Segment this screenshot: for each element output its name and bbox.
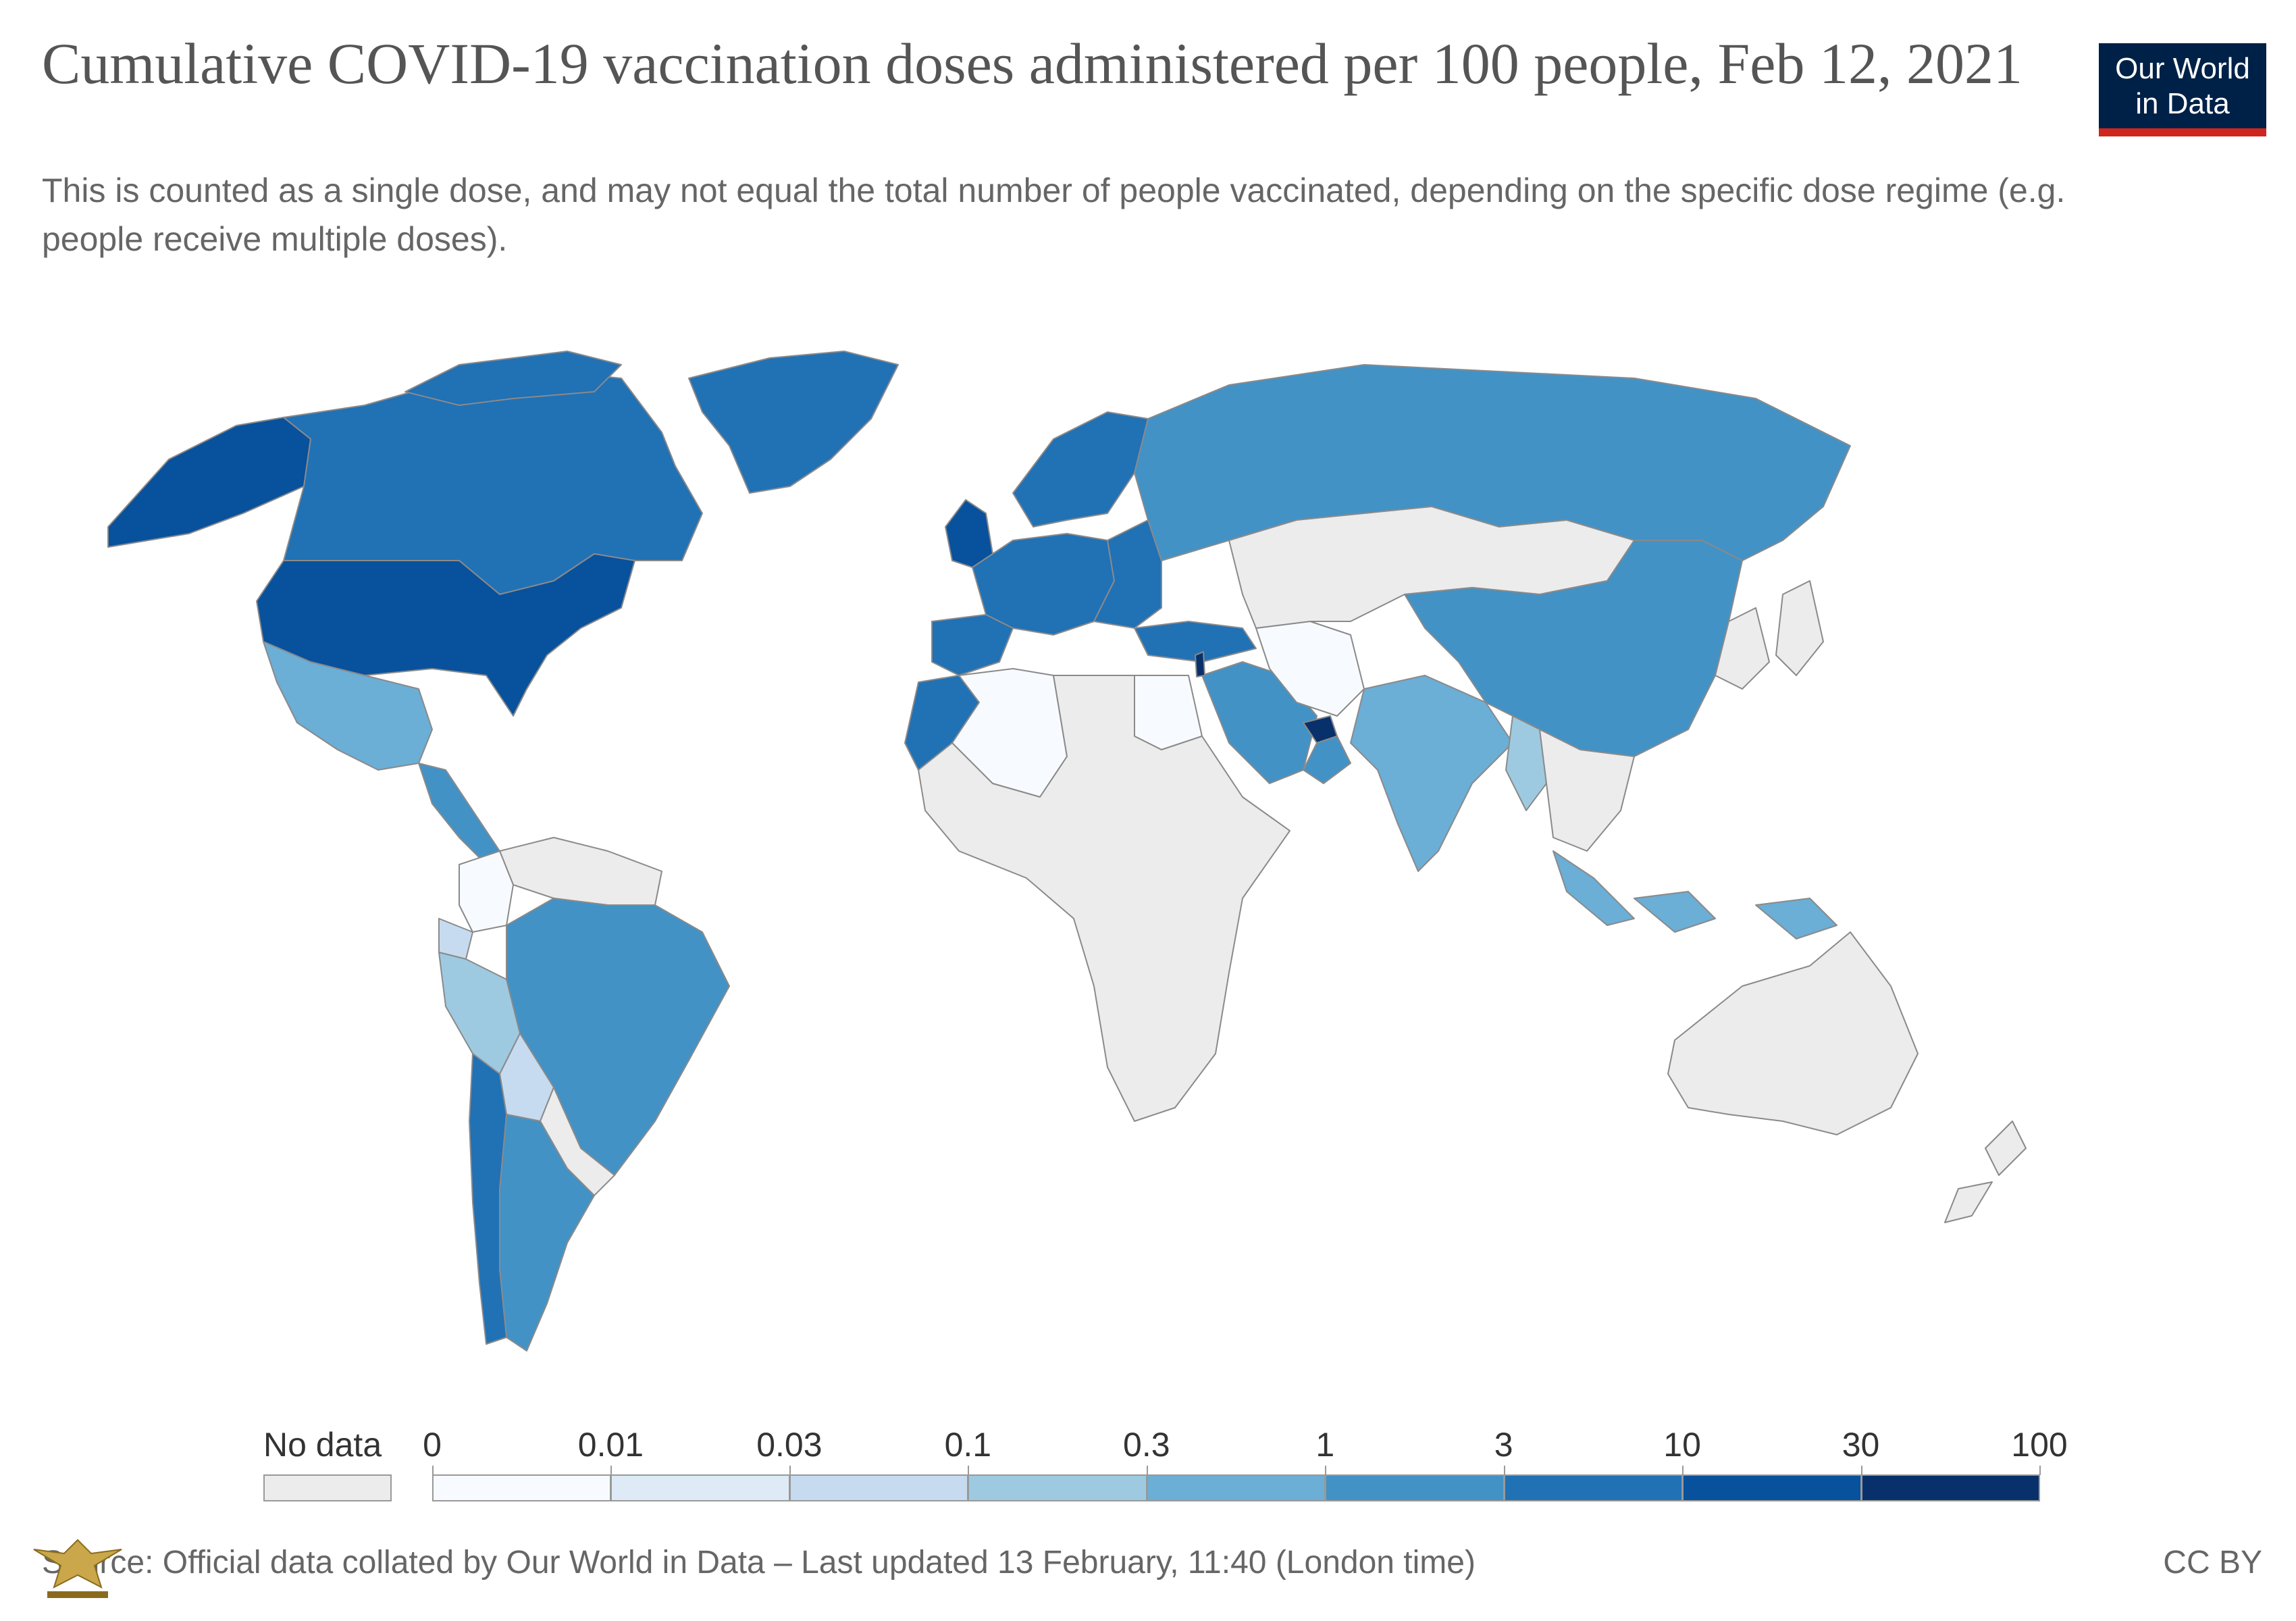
new-zealand[interactable] [1944, 1121, 2027, 1223]
legend-bin-swatch[interactable] [1503, 1474, 1684, 1501]
alaska[interactable] [107, 417, 311, 548]
legend-tick [1860, 1466, 1862, 1475]
forum-watermark-icon [33, 1539, 122, 1598]
owid-logo[interactable]: Our World in Data [2099, 43, 2266, 136]
legend-bin-swatch[interactable] [610, 1474, 790, 1501]
legend-tick [1325, 1466, 1327, 1475]
chart-subtitle: This is counted as a single dose, and ma… [42, 172, 2066, 258]
chile[interactable] [469, 1053, 507, 1345]
egypt[interactable] [1134, 675, 1203, 750]
uk[interactable] [945, 499, 993, 568]
legend-break-label: 100 [2011, 1426, 2068, 1464]
legend-no-data-swatch[interactable] [263, 1474, 392, 1501]
legend-tick [610, 1466, 612, 1475]
arctic-islands[interactable] [405, 351, 622, 406]
legend-bin-swatch[interactable] [789, 1474, 969, 1501]
legend-tick [968, 1466, 970, 1475]
legend-no-data-label: No data [263, 1426, 382, 1464]
legend-break-label: 0.3 [1123, 1426, 1170, 1464]
oman[interactable] [1303, 736, 1351, 784]
legend-tick [1146, 1466, 1148, 1475]
legend-break-label: 0.03 [756, 1426, 823, 1464]
legend-bin-swatch[interactable] [1682, 1474, 1862, 1501]
southeast-asia[interactable] [1539, 729, 1635, 852]
iberia[interactable] [931, 614, 1014, 676]
indonesia[interactable] [1553, 850, 1837, 940]
legend-bin-swatch[interactable] [968, 1474, 1147, 1501]
legend-bin-swatch[interactable] [432, 1474, 612, 1501]
australia[interactable] [1667, 931, 1919, 1135]
license-link[interactable]: CC BY [2163, 1545, 2262, 1580]
legend-tick [789, 1466, 791, 1475]
color-legend: No data 0 0.01 0.03 0.1 0.3 1 3 10 30 100 [0, 1412, 2296, 1520]
rest-of-africa[interactable] [918, 675, 1290, 1122]
world-map[interactable] [81, 338, 2242, 1364]
logo-line-1: Our World [2115, 52, 2250, 85]
iran[interactable] [1255, 621, 1365, 717]
legend-tick [2039, 1466, 2041, 1475]
israel[interactable] [1195, 651, 1205, 677]
legend-tick [1503, 1466, 1505, 1475]
legend-break-label: 3 [1494, 1426, 1513, 1464]
legend-break-label: 0.01 [577, 1426, 644, 1464]
chart-title: Cumulative COVID-19 vaccination doses ad… [42, 31, 2023, 96]
logo-line-2: in Data [2135, 87, 2230, 120]
turkey[interactable] [1134, 621, 1257, 663]
legend-bin-swatch[interactable] [1860, 1474, 2040, 1501]
myanmar[interactable] [1505, 715, 1547, 811]
legend-tick [1682, 1466, 1684, 1475]
countries [107, 351, 2027, 1352]
source-note: Source: Official data collated by Our Wo… [42, 1545, 1476, 1580]
japan-korea[interactable] [1715, 580, 1824, 690]
legend-break-label: 0.1 [944, 1426, 992, 1464]
legend-break-label: 10 [1663, 1426, 1701, 1464]
colombia[interactable] [459, 850, 514, 933]
legend-break-label: 0 [423, 1426, 442, 1464]
central-america[interactable] [418, 763, 500, 865]
india[interactable] [1350, 675, 1513, 872]
legend-bin-swatch[interactable] [1325, 1474, 1505, 1501]
greenland[interactable] [688, 351, 899, 494]
legend-break-label: 1 [1315, 1426, 1335, 1464]
legend-tick [432, 1466, 434, 1475]
legend-break-label: 30 [1842, 1426, 1880, 1464]
scandinavia[interactable] [1012, 411, 1149, 528]
legend-bin-swatch[interactable] [1146, 1474, 1326, 1501]
venezuela-guianas[interactable] [499, 837, 662, 906]
